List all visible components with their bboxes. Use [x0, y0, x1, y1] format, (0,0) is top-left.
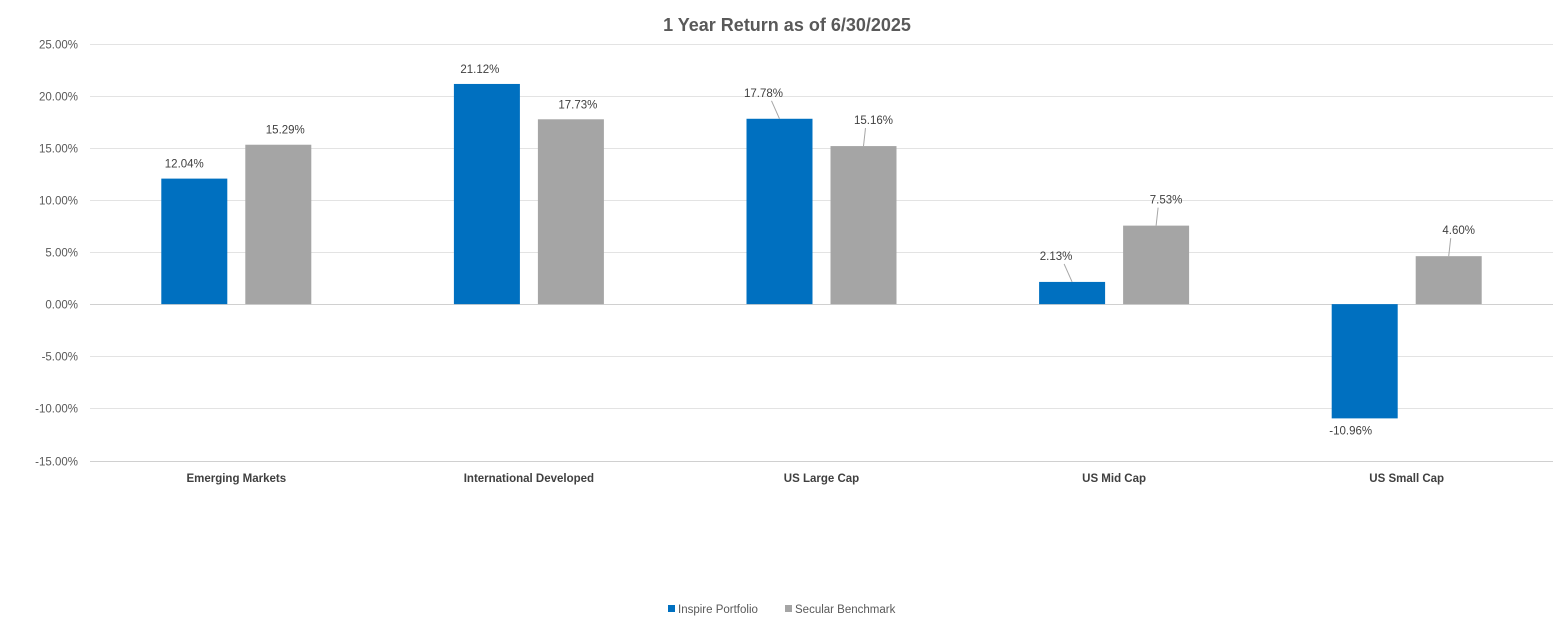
bar: [1039, 281, 1106, 305]
legend: Inspire Portfolio Secular Benchmark: [668, 604, 896, 616]
x-category-label: International Developed: [464, 473, 594, 485]
bar: [537, 119, 604, 305]
x-category-label: US Small Cap: [1369, 473, 1444, 485]
bar: [746, 118, 813, 305]
y-tick-label: 15.00%: [39, 144, 78, 156]
x-category-label: US Large Cap: [784, 473, 859, 485]
data-label-leader-line: [1063, 263, 1073, 283]
data-label: 15.16%: [854, 115, 893, 127]
data-label: 7.53%: [1150, 195, 1183, 207]
data-label: 12.04%: [165, 159, 204, 171]
gridlines: [90, 44, 1553, 462]
data-label: 4.60%: [1442, 225, 1475, 237]
data-label: 15.29%: [266, 125, 305, 137]
y-tick-label: -5.00%: [42, 352, 78, 364]
y-tick-label: -15.00%: [35, 457, 78, 469]
data-label: 17.78%: [744, 88, 783, 100]
data-label-leader-lines: [771, 100, 1452, 283]
y-axis-tick-labels: 25.00% 20.00% 15.00% 10.00% 5.00% 0.00% -5.00%…: [35, 40, 78, 469]
bar: [245, 144, 312, 305]
legend-label-secular-benchmark: Secular Benchmark: [795, 604, 896, 616]
y-tick-label: -10.00%: [35, 404, 78, 416]
bar: [1123, 225, 1190, 305]
legend-swatch-inspire-portfolio: [668, 605, 675, 612]
bar: [1415, 256, 1482, 305]
legend-label-inspire-portfolio: Inspire Portfolio: [678, 604, 758, 616]
y-tick-label: 20.00%: [39, 92, 78, 104]
x-category-label: Emerging Markets: [186, 473, 286, 485]
bar: [830, 146, 897, 305]
chart-title: 1 Year Return as of 6/30/2025: [663, 15, 911, 35]
data-label-leader-line: [1448, 238, 1452, 257]
data-label: 2.13%: [1040, 251, 1073, 263]
x-axis-category-labels: Emerging Markets International Developed U…: [186, 473, 1444, 485]
y-tick-label: 5.00%: [45, 248, 78, 260]
legend-swatch-secular-benchmark: [785, 605, 792, 612]
x-category-label: US Mid Cap: [1082, 473, 1146, 485]
data-label-leader-line: [1155, 207, 1159, 226]
data-label: 17.73%: [558, 99, 597, 111]
data-label: 21.12%: [460, 64, 499, 76]
data-labels: 12.04% 15.29% 21.12% 17.73% 17.78% 15.16% 2.13…: [165, 64, 1475, 437]
y-tick-label: 0.00%: [45, 300, 78, 312]
data-label-leader-line: [863, 128, 866, 147]
bar: [161, 178, 228, 305]
y-tick-label: 25.00%: [39, 40, 78, 52]
bars: [161, 83, 1482, 419]
y-tick-label: 10.00%: [39, 196, 78, 208]
data-label-leader-line: [771, 100, 780, 119]
bar: [453, 83, 520, 305]
data-label: -10.96%: [1329, 425, 1372, 437]
bar: [1331, 304, 1398, 419]
